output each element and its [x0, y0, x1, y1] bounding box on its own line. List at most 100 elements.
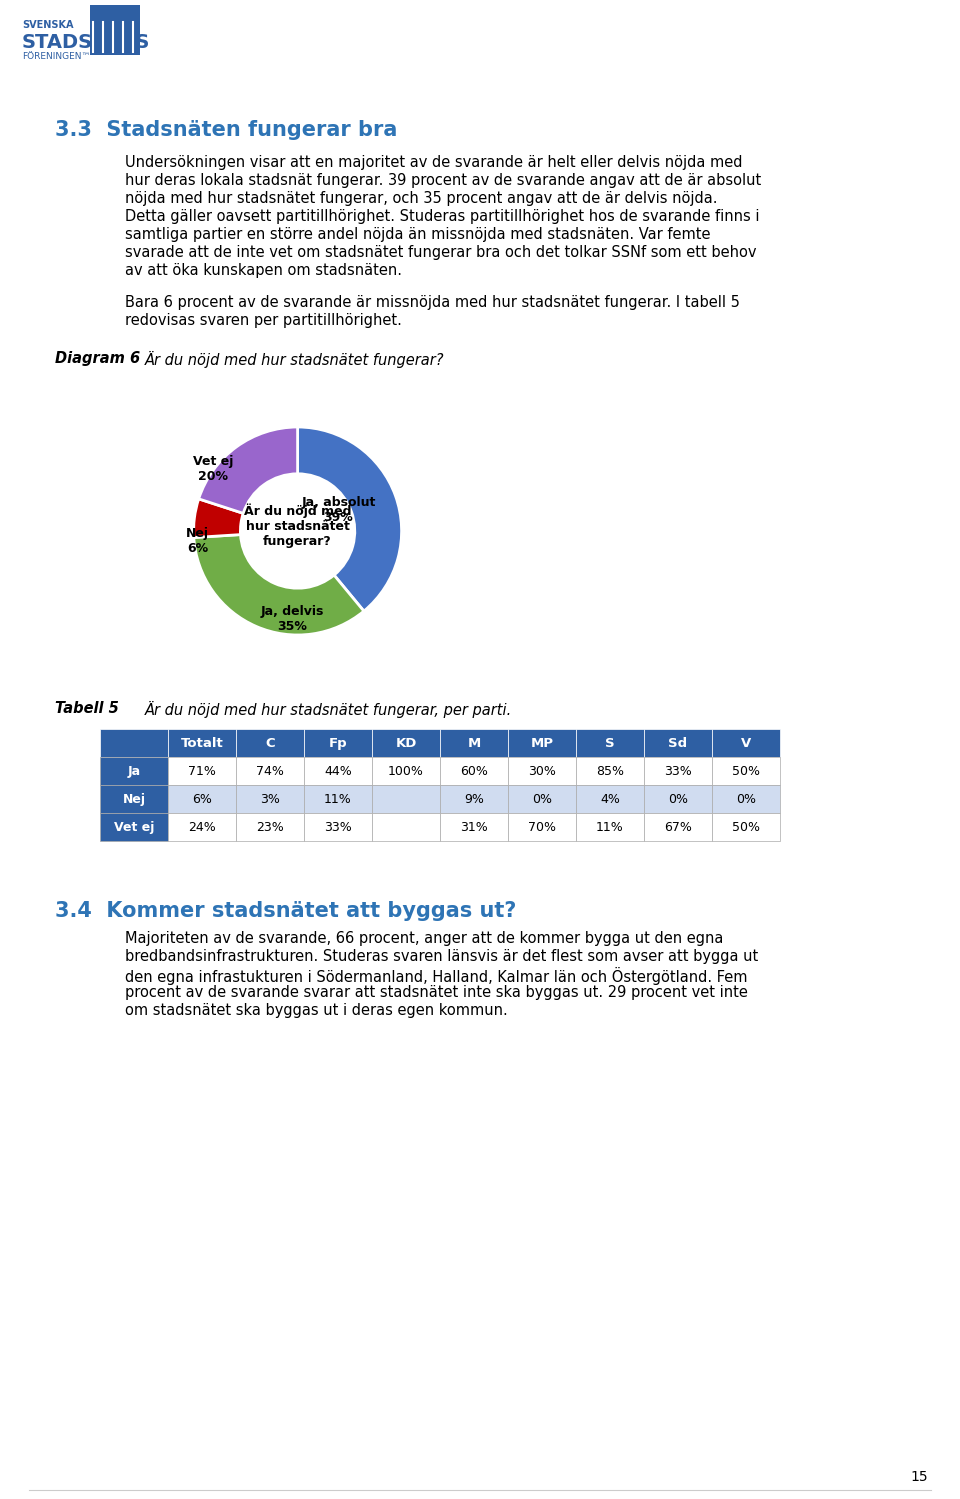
Bar	[168, 757, 236, 785]
Text: S: S	[605, 736, 614, 750]
Text: 0%: 0%	[668, 793, 688, 805]
Text: Bara 6 procent av de svarande är missnöjda med hur stadsnätet fungerar. I tabell: Bara 6 procent av de svarande är missnöj…	[125, 295, 740, 310]
Bar	[168, 785, 236, 812]
Text: 3%: 3%	[260, 793, 280, 805]
Text: 50%: 50%	[732, 820, 760, 833]
Bar	[440, 812, 508, 841]
Wedge shape	[194, 535, 364, 636]
Text: Tabell 5: Tabell 5	[55, 702, 119, 717]
Text: Totalt: Totalt	[180, 736, 224, 750]
Text: STADSNÄTS: STADSNÄTS	[22, 33, 151, 52]
Text: 3.3  Stadsnäten fungerar bra: 3.3 Stadsnäten fungerar bra	[55, 120, 397, 139]
Text: C: C	[265, 736, 275, 750]
Wedge shape	[298, 427, 401, 612]
Bar	[508, 757, 576, 785]
Text: M: M	[468, 736, 481, 750]
Bar	[236, 757, 304, 785]
Text: 67%: 67%	[664, 820, 692, 833]
Text: Majoriteten av de svarande, 66 procent, anger att de kommer bygga ut den egna: Majoriteten av de svarande, 66 procent, …	[125, 931, 724, 946]
Text: 60%: 60%	[460, 764, 488, 778]
Bar	[372, 757, 440, 785]
Text: 31%: 31%	[460, 820, 488, 833]
Text: Diagram 6: Diagram 6	[55, 351, 140, 366]
Wedge shape	[194, 499, 243, 538]
Text: Ja, delvis
35%: Ja, delvis 35%	[261, 606, 324, 634]
Bar	[508, 729, 576, 757]
Bar	[576, 729, 644, 757]
Text: SVENSKA: SVENSKA	[22, 19, 74, 30]
Text: hur deras lokala stadsnät fungerar. 39 procent av de svarande angav att de är ab: hur deras lokala stadsnät fungerar. 39 p…	[125, 172, 761, 187]
Bar	[712, 757, 780, 785]
Bar	[644, 757, 712, 785]
Text: KD: KD	[396, 736, 417, 750]
Text: Nej
6%: Nej 6%	[186, 528, 209, 556]
Text: bredbandsinfrastrukturen. Studeras svaren länsvis är det flest som avser att byg: bredbandsinfrastrukturen. Studeras svare…	[125, 949, 758, 964]
Bar	[168, 729, 236, 757]
Bar	[644, 729, 712, 757]
Bar	[712, 729, 780, 757]
Bar	[644, 812, 712, 841]
Bar	[236, 812, 304, 841]
Text: 0%: 0%	[532, 793, 552, 805]
Text: 24%: 24%	[188, 820, 216, 833]
Text: 71%: 71%	[188, 764, 216, 778]
Text: Är du nöjd med hur stadsnätet fungerar, per parti.: Är du nöjd med hur stadsnätet fungerar, …	[145, 702, 513, 718]
Text: 3.4  Kommer stadsnätet att byggas ut?: 3.4 Kommer stadsnätet att byggas ut?	[55, 901, 516, 920]
Text: 23%: 23%	[256, 820, 284, 833]
Bar	[100, 812, 168, 841]
Text: samtliga partier en större andel nöjda än missnöjda med stadsnäten. Var femte: samtliga partier en större andel nöjda ä…	[125, 226, 710, 241]
Bar	[576, 757, 644, 785]
Text: Fp: Fp	[328, 736, 348, 750]
Text: 4%: 4%	[600, 793, 620, 805]
Text: 74%: 74%	[256, 764, 284, 778]
Text: nöjda med hur stadsnätet fungerar, och 35 procent angav att de är delvis nöjda.: nöjda med hur stadsnätet fungerar, och 3…	[125, 190, 717, 205]
Bar	[508, 812, 576, 841]
Text: Är du nöjd med
hur stadsnätet
fungerar?: Är du nöjd med hur stadsnätet fungerar?	[244, 504, 351, 549]
Bar	[236, 785, 304, 812]
Text: 9%: 9%	[464, 793, 484, 805]
Text: MP: MP	[531, 736, 554, 750]
Text: FÖRENINGEN™: FÖRENINGEN™	[22, 52, 90, 61]
Bar	[168, 812, 236, 841]
Text: 15: 15	[910, 1471, 927, 1484]
Bar	[236, 729, 304, 757]
Bar	[90, 4, 140, 55]
Text: om stadsnätet ska byggas ut i deras egen kommun.: om stadsnätet ska byggas ut i deras egen…	[125, 1003, 508, 1018]
Bar	[304, 812, 372, 841]
Text: Detta gäller oavsett partitillhörighet. Studeras partitillhörighet hos de svaran: Detta gäller oavsett partitillhörighet. …	[125, 208, 759, 223]
Text: Nej: Nej	[123, 793, 146, 805]
Text: svarade att de inte vet om stadsnätet fungerar bra och det tolkar SSNf som ett b: svarade att de inte vet om stadsnätet fu…	[125, 244, 756, 259]
Text: 85%: 85%	[596, 764, 624, 778]
Text: 44%: 44%	[324, 764, 352, 778]
Text: 0%: 0%	[736, 793, 756, 805]
Bar	[304, 757, 372, 785]
Bar	[372, 812, 440, 841]
Text: 6%: 6%	[192, 793, 212, 805]
Text: 70%: 70%	[528, 820, 556, 833]
Text: 100%: 100%	[388, 764, 424, 778]
Bar	[576, 785, 644, 812]
Text: Ja: Ja	[128, 764, 140, 778]
Wedge shape	[199, 427, 298, 513]
Text: Vet ej
20%: Vet ej 20%	[193, 454, 233, 483]
Bar	[712, 812, 780, 841]
Text: 50%: 50%	[732, 764, 760, 778]
Bar	[100, 729, 168, 757]
Bar	[100, 785, 168, 812]
Text: redovisas svaren per partitillhörighet.: redovisas svaren per partitillhörighet.	[125, 313, 402, 328]
Text: den egna infrastukturen i Södermanland, Halland, Kalmar län och Östergötland. Fe: den egna infrastukturen i Södermanland, …	[125, 967, 748, 985]
Text: procent av de svarande svarar att stadsnätet inte ska byggas ut. 29 procent vet : procent av de svarande svarar att stadsn…	[125, 985, 748, 1000]
Text: av att öka kunskapen om stadsnäten.: av att öka kunskapen om stadsnäten.	[125, 262, 402, 277]
Text: Ja, absolut
39%: Ja, absolut 39%	[301, 496, 375, 525]
Bar	[440, 729, 508, 757]
Text: Undersökningen visar att en majoritet av de svarande är helt eller delvis nöjda : Undersökningen visar att en majoritet av…	[125, 154, 742, 169]
Text: V: V	[741, 736, 751, 750]
Text: Är du nöjd med hur stadsnätet fungerar?: Är du nöjd med hur stadsnätet fungerar?	[145, 351, 444, 369]
Bar	[372, 785, 440, 812]
Bar	[100, 757, 168, 785]
Text: Vet ej: Vet ej	[114, 820, 155, 833]
Bar	[304, 785, 372, 812]
Bar	[712, 785, 780, 812]
Bar	[440, 757, 508, 785]
Bar	[304, 729, 372, 757]
